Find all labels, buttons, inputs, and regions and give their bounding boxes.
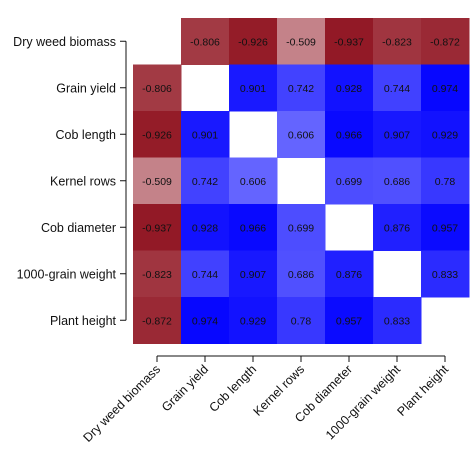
cell-value-label: 0.907 xyxy=(240,269,266,281)
cell-value-label: 0.974 xyxy=(432,83,458,95)
cell-value-label: 0.742 xyxy=(192,176,218,188)
cell-value-label: 0.686 xyxy=(288,269,314,281)
cell-value-label: 0.957 xyxy=(336,315,362,327)
cell-value-label: 0.876 xyxy=(336,269,362,281)
heatmap-cell xyxy=(229,18,278,65)
cell-value-label: 0.957 xyxy=(432,222,458,234)
heatmap-cell xyxy=(373,111,422,158)
column-label: Grain yield xyxy=(159,362,211,414)
heatmap-cell xyxy=(277,297,326,344)
heatmap-cell xyxy=(229,157,278,205)
cell-value-label: 0.907 xyxy=(384,129,410,141)
heatmap-cell xyxy=(277,18,326,65)
cell-value-label: -0.872 xyxy=(142,315,172,327)
cell-value-label: 0.928 xyxy=(336,83,362,95)
cell-value-label: 0.78 xyxy=(291,315,312,327)
cell-value-label: 0.606 xyxy=(288,129,314,141)
heatmap-cell xyxy=(229,204,278,251)
cell-value-label: 0.686 xyxy=(384,176,410,188)
row-label: Cob length xyxy=(56,128,117,142)
heatmap-cell xyxy=(133,204,182,251)
column-label: Dry weed biomass xyxy=(81,362,164,445)
heatmap-cell xyxy=(133,64,182,112)
heatmap-cell xyxy=(181,18,230,65)
heatmap-cell xyxy=(373,204,422,251)
cell-value-label: 0.876 xyxy=(384,222,410,234)
heatmap-cell xyxy=(421,18,470,65)
heatmap-cell xyxy=(373,64,422,112)
cell-value-label: 0.966 xyxy=(240,222,266,234)
row-axis: Dry weed biomass Grain yield Cob length Ker… xyxy=(13,35,127,328)
heatmap-cell xyxy=(421,157,470,205)
cell-value-label: 0.742 xyxy=(288,83,314,95)
cell-value-label: 0.901 xyxy=(240,83,266,95)
heatmap-cell xyxy=(181,204,230,251)
cell-value-label: 0.744 xyxy=(384,83,410,95)
heatmap-cell xyxy=(421,64,470,112)
row-label: Kernel rows xyxy=(50,174,116,188)
heatmap-cell xyxy=(277,204,326,251)
cell-value-label: 0.974 xyxy=(192,315,218,327)
cell-value-label: -0.806 xyxy=(142,83,172,95)
heatmap-cell xyxy=(133,157,182,205)
heatmap-cell xyxy=(181,157,230,205)
cell-value-label: 0.833 xyxy=(384,315,410,327)
column-label: Plant height xyxy=(395,362,452,419)
heatmap-cell xyxy=(133,111,182,158)
cell-value-label: 0.833 xyxy=(432,269,458,281)
cell-value-label: 0.699 xyxy=(336,176,362,188)
heatmap-cell xyxy=(373,157,422,205)
heatmap-cell xyxy=(277,250,326,298)
row-label: Grain yield xyxy=(56,81,116,95)
heatmap-cell xyxy=(181,297,230,344)
heatmap-cell xyxy=(277,64,326,112)
heatmap-cell xyxy=(229,297,278,344)
heatmap-cell xyxy=(325,111,374,158)
cell-value-label: -0.823 xyxy=(382,36,412,48)
heatmap-cell xyxy=(229,64,278,112)
cell-value-label: 0.929 xyxy=(240,315,266,327)
row-label: 1000-grain weight xyxy=(17,267,117,281)
row-label: Dry weed biomass xyxy=(13,35,116,49)
cell-value-label: 0.606 xyxy=(240,176,266,188)
heatmap-cell xyxy=(421,250,470,298)
cell-value-label: 0.928 xyxy=(192,222,218,234)
cell-value-label: 0.699 xyxy=(288,222,314,234)
heatmap-cell xyxy=(421,111,470,158)
cell-value-label: 0.966 xyxy=(336,129,362,141)
heatmap-cell xyxy=(325,18,374,65)
cell-value-label: 0.901 xyxy=(192,129,218,141)
heatmap-cell xyxy=(229,250,278,298)
cell-value-label: 0.744 xyxy=(192,269,218,281)
cell-value-label: -0.872 xyxy=(430,36,460,48)
heatmap-cell xyxy=(325,64,374,112)
cell-value-label: 0.929 xyxy=(432,129,458,141)
cell-value-label: -0.509 xyxy=(286,36,316,48)
heatmap-cell xyxy=(181,250,230,298)
row-label: Cob diameter xyxy=(41,221,116,235)
cell-value-label: -0.806 xyxy=(190,36,220,48)
cell-value-label: -0.926 xyxy=(142,129,172,141)
heatmap-cell xyxy=(325,250,374,298)
row-label: Plant height xyxy=(50,314,117,328)
heatmap-cell xyxy=(181,111,230,158)
cell-value-label: -0.823 xyxy=(142,269,172,281)
cell-value-label: -0.926 xyxy=(238,36,268,48)
heatmap-cell xyxy=(373,297,422,344)
heatmap-cell xyxy=(325,157,374,205)
heatmap-cells: -0.806 -0.926 -0.509 -0.937 -0.823 -0.872 -0.8… xyxy=(133,18,470,344)
heatmap-cell xyxy=(373,18,422,65)
heatmap-cell xyxy=(277,111,326,158)
heatmap-cell xyxy=(133,297,182,344)
heatmap-cell xyxy=(325,297,374,344)
heatmap-cell xyxy=(133,250,182,298)
cell-value-label: -0.937 xyxy=(334,36,364,48)
cell-value-label: -0.937 xyxy=(142,222,172,234)
heatmap-cell xyxy=(421,204,470,251)
cell-value-label: 0.78 xyxy=(435,176,456,188)
cell-value-label: -0.509 xyxy=(142,176,172,188)
